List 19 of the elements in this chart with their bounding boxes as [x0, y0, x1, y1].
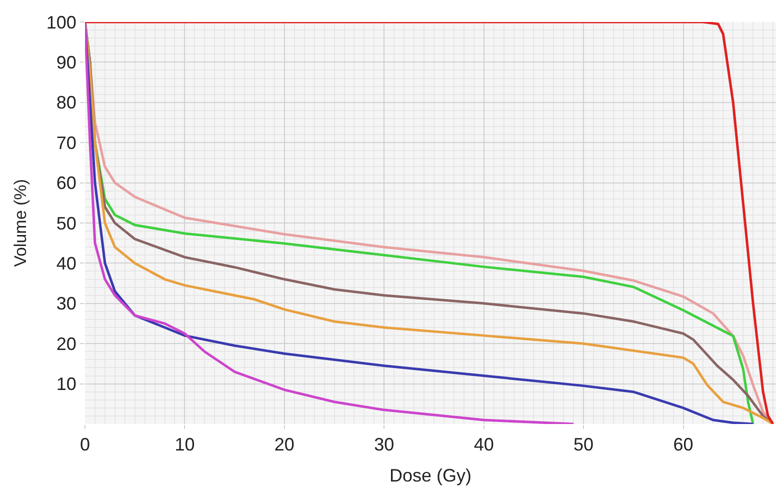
- y-tick-label: 20: [56, 334, 76, 354]
- x-tick-label: 30: [374, 434, 394, 455]
- x-axis-title: Dose (Gy): [389, 466, 472, 486]
- y-tick-label: 100: [46, 12, 76, 32]
- x-tick-label: 10: [174, 434, 195, 455]
- x-tick-label: 40: [474, 434, 494, 455]
- x-tick-label: 50: [574, 434, 594, 455]
- x-tick-label: 0: [80, 434, 90, 455]
- y-tick-label: 60: [56, 173, 76, 194]
- y-tick-label: 90: [56, 52, 76, 72]
- y-tick-label: 70: [56, 132, 76, 153]
- x-tick-label: 60: [673, 434, 694, 455]
- y-tick-label: 80: [56, 92, 76, 113]
- x-tick-label: 20: [274, 434, 294, 455]
- y-tick-label: 50: [56, 213, 76, 234]
- y-axis-title: Volume (%): [10, 179, 30, 267]
- y-tick-label: 10: [56, 374, 76, 394]
- y-tick-label: 40: [56, 254, 76, 274]
- y-tick-label: 30: [56, 294, 76, 314]
